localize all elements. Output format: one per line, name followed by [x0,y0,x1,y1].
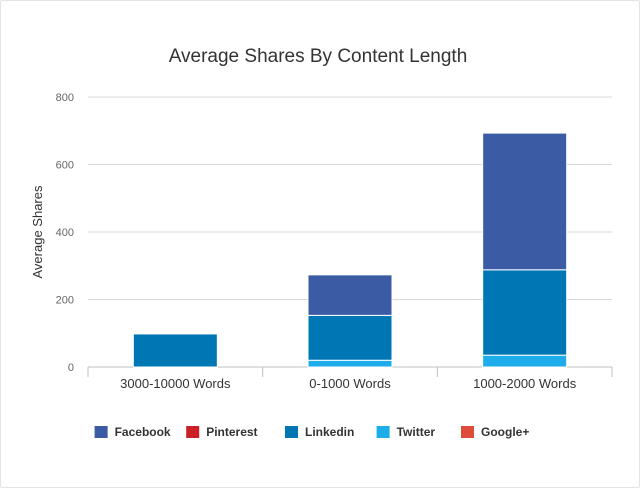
x-tick-label: 3000-10000 Words [120,376,231,391]
legend-label: Google+ [481,425,529,439]
bar-segment-facebook [482,132,568,271]
legend-item[interactable]: Pinterest [186,425,258,439]
bar-segment-linkedin [482,269,568,356]
legend-item[interactable]: Facebook [94,425,171,439]
legend-item[interactable]: Linkedin [285,425,354,439]
legend-swatch [461,426,474,438]
bars [132,132,568,368]
legend-swatch [186,426,200,438]
legend-swatch [285,426,298,438]
legend-swatch [94,426,108,438]
y-tick-label: 600 [56,160,74,172]
bar-segment-linkedin [132,333,218,368]
legend-swatch [376,426,390,438]
y-tick-label: 0 [68,362,74,374]
bar-segment-linkedin [307,314,393,361]
legend-item[interactable]: Google+ [461,425,529,439]
bar-segment-twitter [307,359,393,368]
x-tick-label: 0-1000 Words [309,376,391,391]
chart-title: Average Shares By Content Length [169,46,468,67]
legend-label: Facebook [115,425,171,439]
legend: Facebook Pinterest Linkedin Twitter Google+ [94,425,529,439]
y-tick-label: 400 [56,227,74,239]
legend-item[interactable]: Twitter [376,425,436,439]
x-tick-label: 1000-2000 Words [473,376,577,391]
legend-label: Twitter [397,425,436,439]
y-tick-label: 800 [56,92,74,104]
y-axis-title: Average Shares [30,185,45,278]
legend-label: Linkedin [305,425,354,439]
bar-segment-facebook [307,274,393,316]
bar-segment-twitter [482,354,568,368]
y-axis-ticks: 0 200 400 600 800 [56,92,74,374]
x-axis: 3000-10000 Words 0-1000 Words 1000-2000 Wo… [87,367,613,391]
legend-label: Pinterest [206,425,257,439]
y-tick-label: 200 [56,295,74,307]
